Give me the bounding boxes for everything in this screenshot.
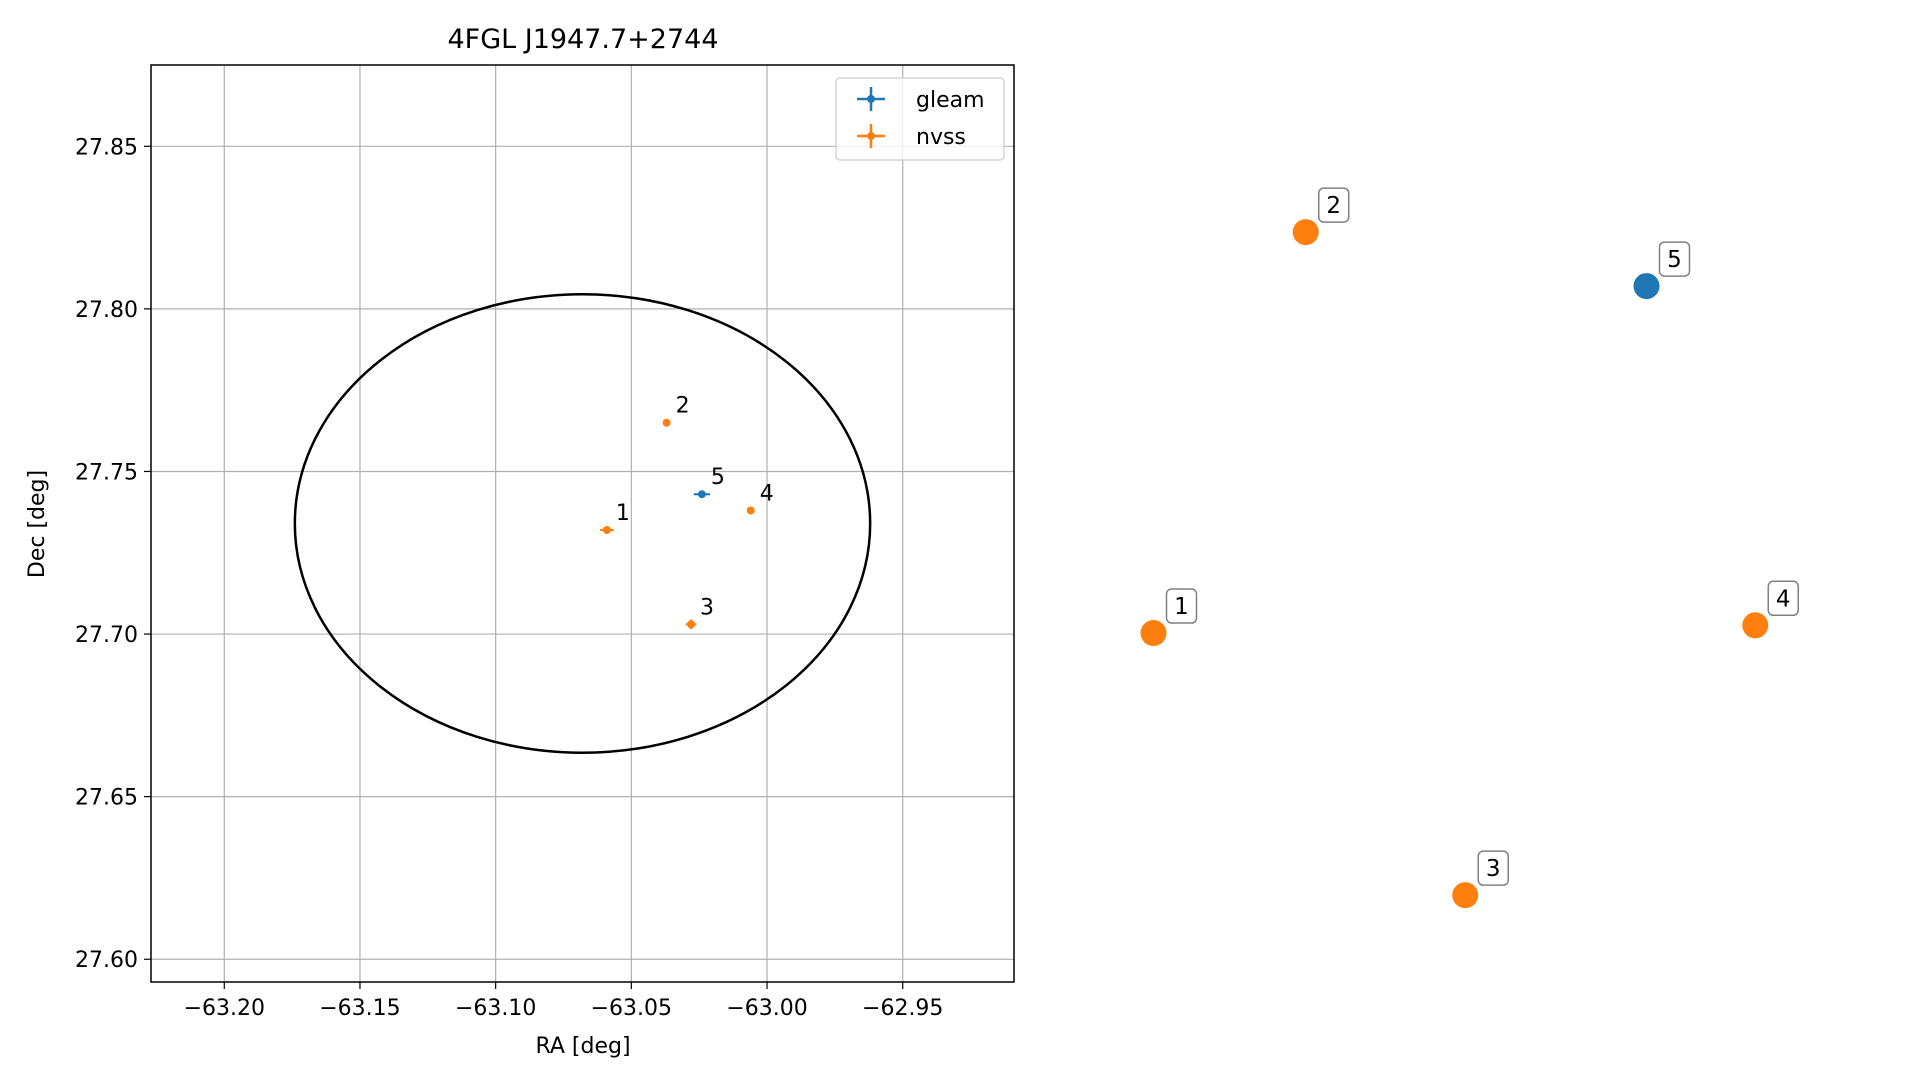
label-panel: 5 1 2 3 4 [1140, 187, 1799, 909]
source-point [602, 526, 611, 535]
y-tick-label: 27.85 [75, 135, 138, 160]
label-marker-1: 1 [1140, 588, 1198, 647]
y-tick-label: 27.60 [75, 948, 138, 973]
x-tick-label: −63.10 [455, 996, 536, 1021]
label-box [1767, 580, 1799, 617]
grid-lines [151, 65, 1014, 982]
source-id-label: 2 [676, 394, 690, 419]
label-text: 2 [1326, 193, 1341, 219]
label-text: 4 [1776, 586, 1791, 612]
label-dot [1742, 612, 1769, 639]
label-text: 1 [1174, 594, 1189, 620]
source-point [746, 506, 755, 515]
x-tick-label: −62.95 [862, 996, 943, 1021]
label-marker-4: 4 [1742, 580, 1799, 639]
x-axis-label: RA [deg] [535, 1034, 630, 1059]
x-tick-label: −63.20 [184, 996, 265, 1021]
source-id-label: 4 [760, 481, 774, 506]
legend-marker-dot [867, 95, 875, 103]
x-axis-ticks: −63.20 −63.15 −63.10 −63.05 −63.00 −62.95 [184, 982, 943, 1021]
legend-label: gleam [916, 88, 985, 113]
source-marker-1: 1 [600, 501, 630, 535]
label-dot [1140, 620, 1167, 647]
y-axis-label: Dec [deg] [25, 470, 50, 578]
source-point [687, 620, 696, 629]
legend: gleam nvss [835, 77, 1005, 161]
legend-marker-dot [867, 132, 875, 140]
error-ellipse [293, 293, 872, 754]
x-tick-label: −63.00 [726, 996, 807, 1021]
y-axis-ticks: 27.60 27.65 27.70 27.75 27.80 27.85 [75, 135, 151, 973]
legend-label: nvss [916, 125, 966, 150]
label-text: 3 [1486, 856, 1501, 882]
y-tick-label: 27.65 [75, 786, 138, 811]
source-id-label: 3 [700, 595, 714, 620]
source-marker-4: 4 [746, 481, 774, 515]
source-id-label: 1 [616, 501, 630, 526]
label-box [1165, 588, 1198, 624]
x-tick-label: −63.05 [591, 996, 672, 1021]
source-marker-5: 5 [693, 465, 725, 499]
label-text: 5 [1667, 247, 1682, 273]
label-box [1318, 187, 1350, 223]
y-tick-label: 27.75 [75, 460, 138, 485]
label-marker-3: 3 [1452, 850, 1509, 909]
source-marker-3: 3 [685, 595, 714, 630]
source-markers: 5 1 2 3 4 [600, 394, 774, 630]
source-id-label: 5 [711, 465, 725, 490]
label-dot [1633, 273, 1660, 300]
position-error-ellipse [293, 293, 872, 754]
source-point [697, 490, 706, 499]
y-tick-label: 27.80 [75, 298, 138, 323]
y-tick-label: 27.70 [75, 623, 138, 648]
x-tick-label: −63.15 [319, 996, 400, 1021]
label-box [1658, 241, 1691, 277]
source-marker-2: 2 [662, 394, 690, 427]
source-point [662, 418, 671, 427]
plot-frame [150, 64, 1015, 983]
label-dot [1452, 882, 1479, 909]
label-box [1477, 850, 1509, 886]
label-marker-5: 5 [1633, 241, 1691, 300]
chart-title: 4FGL J1947.7+2744 [447, 24, 718, 55]
label-marker-2: 2 [1292, 187, 1350, 246]
label-dot [1292, 219, 1319, 246]
